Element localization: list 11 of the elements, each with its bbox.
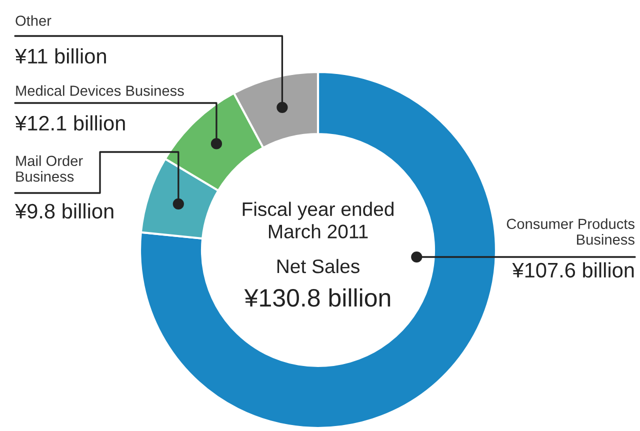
slice-label: Consumer Products Business bbox=[506, 218, 634, 245]
data-label: ¥107.6 billion bbox=[512, 262, 634, 278]
data-label: ¥11 billion bbox=[14, 48, 106, 64]
data-label: ¥12.1 billion bbox=[14, 115, 125, 131]
data-label: ¥9.8 billion bbox=[14, 203, 114, 219]
text: Net Sales bbox=[277, 258, 360, 274]
text: Fiscal year ended March 2011 bbox=[242, 202, 394, 238]
slice-label: Other bbox=[16, 15, 52, 26]
text: ¥130.8 billion bbox=[244, 288, 390, 307]
slice-label: Mail Order Business bbox=[16, 155, 83, 182]
slice-label: Medical Devices Business bbox=[16, 85, 184, 96]
